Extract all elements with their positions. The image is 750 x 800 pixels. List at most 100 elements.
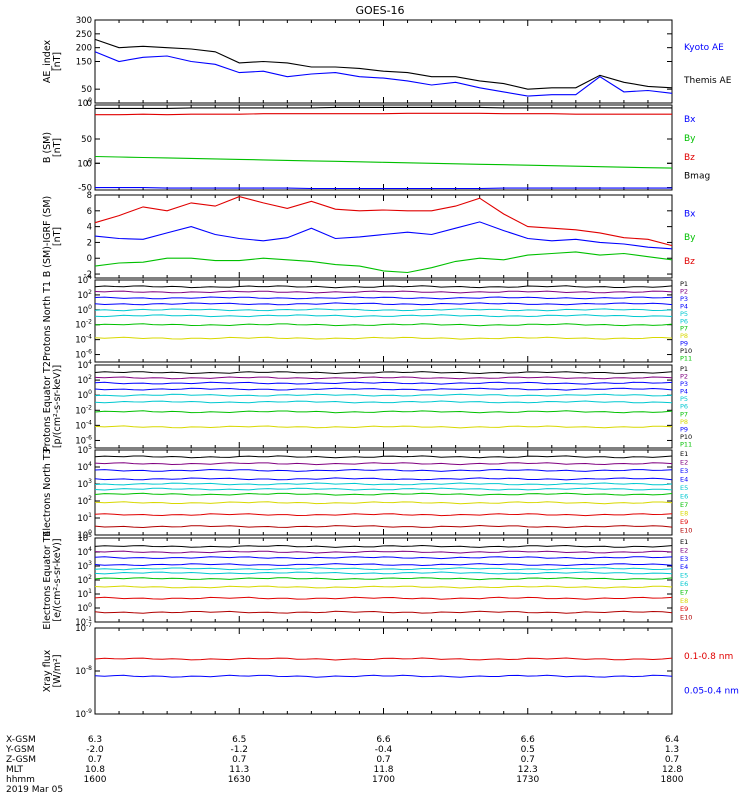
series-line-bx — [94, 221, 673, 250]
legend-entry: Bx — [684, 115, 696, 125]
legend-entry: P6 — [680, 317, 688, 325]
y-axis-label: [nT] — [52, 52, 63, 71]
footer-value-hhmm: 1600 — [84, 775, 107, 785]
series-line-by — [94, 251, 673, 274]
legend-entry: E1 — [680, 538, 688, 546]
footer-value-x-gsm: 6.5 — [232, 735, 246, 745]
series-line-e3 — [94, 468, 673, 472]
series-line-p4 — [94, 302, 673, 306]
y-tick-label: 104 — [77, 359, 92, 371]
legend-entry: Bx — [684, 209, 696, 219]
y-tick-label: 102 — [77, 374, 92, 386]
y-tick-label: 0 — [87, 159, 92, 169]
legend-entry: E4 — [680, 476, 688, 484]
y-tick-label: 2 — [87, 238, 92, 248]
legend-entry: E1 — [680, 450, 688, 458]
series-line-p4 — [94, 387, 673, 391]
y-tick-label: 101 — [77, 588, 92, 600]
legend-entry: 0.1-0.8 nm — [684, 652, 733, 662]
y-tick-label: 103 — [77, 560, 92, 572]
series-line-e9 — [94, 596, 673, 600]
series-line-e5 — [94, 567, 673, 571]
legend-entry: E3 — [680, 555, 688, 563]
series-line-themis-ae — [94, 38, 673, 90]
series-line-e6 — [94, 571, 673, 575]
footer-row-label: Z-GSM — [6, 755, 36, 765]
series-line-e2 — [94, 550, 673, 554]
legend-entry: P8 — [680, 418, 688, 426]
legend-entry: E9 — [680, 518, 688, 526]
legend-entry: P7 — [680, 410, 688, 418]
legend-entry: P11 — [680, 440, 692, 448]
legend-entry: P5 — [680, 310, 688, 318]
legend-entry: P9 — [680, 340, 688, 348]
y-tick-label: 6 — [87, 207, 92, 217]
series-line-p1 — [94, 371, 673, 375]
series-line-e9 — [94, 513, 673, 517]
series-line-p1 — [94, 285, 673, 289]
legend-entry: P9 — [680, 425, 688, 433]
series-line-e10 — [94, 524, 673, 529]
footer-row-label: MLT — [6, 765, 24, 775]
series-line-e4 — [94, 477, 673, 481]
legend-entry: P1 — [680, 280, 688, 288]
footer-value-x-gsm: 6.6 — [376, 735, 391, 745]
series-line-e8 — [94, 501, 673, 505]
y-tick-label: 200 — [76, 44, 92, 54]
footer-row-label: 2019 Mar 05 — [6, 785, 63, 795]
series-line-p6 — [94, 314, 673, 318]
series-line-p3 — [94, 381, 673, 385]
series-line-e8 — [94, 585, 673, 589]
legend-entry: E10 — [680, 527, 692, 535]
footer-value-mlt: 11.8 — [373, 765, 393, 775]
y-tick-label: 104 — [77, 461, 92, 473]
legend-entry: P8 — [680, 332, 688, 340]
footer-value-hhmm: 1730 — [516, 775, 539, 785]
y-tick-label: 0 — [87, 99, 92, 109]
figure-title: GOES-16 — [355, 4, 404, 17]
panel-frame — [94, 19, 673, 104]
y-tick-label: 8 — [87, 191, 92, 201]
legend-entry: 0.05-0.4 nm — [684, 686, 739, 696]
legend-entry: P3 — [680, 380, 688, 388]
legend-entry: E3 — [680, 467, 688, 475]
footer-value-mlt: 11.3 — [229, 765, 249, 775]
series-line-p8 — [94, 336, 673, 340]
series-line-e10 — [94, 610, 673, 614]
y-tick-label: 300 — [76, 16, 92, 26]
series-line-bz — [94, 196, 673, 247]
y-tick-label: 103 — [77, 478, 92, 490]
legend-entry: E6 — [680, 580, 688, 588]
y-tick-label: 10-2 — [75, 404, 92, 416]
footer-value-hhmm: 1630 — [228, 775, 251, 785]
footer-value-hhmm: 1800 — [661, 775, 684, 785]
y-tick-label: 100 — [77, 389, 92, 401]
series-line-e5 — [94, 482, 673, 486]
y-tick-label: 50 — [81, 85, 92, 95]
footer-value-mlt: 10.8 — [85, 765, 105, 775]
y-axis-label: Xray flux — [42, 649, 53, 692]
y-tick-label: 0 — [87, 254, 92, 264]
footer-value-y-gsm: 0.5 — [521, 745, 535, 755]
legend-entry: E7 — [680, 588, 688, 596]
y-tick-label: 105 — [77, 532, 92, 544]
legend-entry: P10 — [680, 433, 692, 441]
footer-value-x-gsm: 6.3 — [88, 735, 102, 745]
y-tick-label: 10-4 — [75, 334, 92, 346]
footer-value-z-gsm: 0.7 — [232, 755, 246, 765]
series-line-p2 — [94, 376, 673, 380]
y-tick-label: 100 — [77, 602, 92, 614]
legend-entry: P7 — [680, 325, 688, 333]
y-axis-label: [W/m²] — [52, 654, 63, 687]
y-tick-label: 100 — [77, 304, 92, 316]
y-tick-label: 10-4 — [75, 419, 92, 431]
series-line-p2 — [94, 290, 673, 294]
legend-entry: Bmag — [684, 172, 710, 182]
series-line-p5 — [94, 393, 673, 397]
legend-entry: By — [684, 233, 696, 243]
panel-frame — [94, 104, 673, 191]
y-axis-label: Protons North T1 — [42, 281, 53, 361]
